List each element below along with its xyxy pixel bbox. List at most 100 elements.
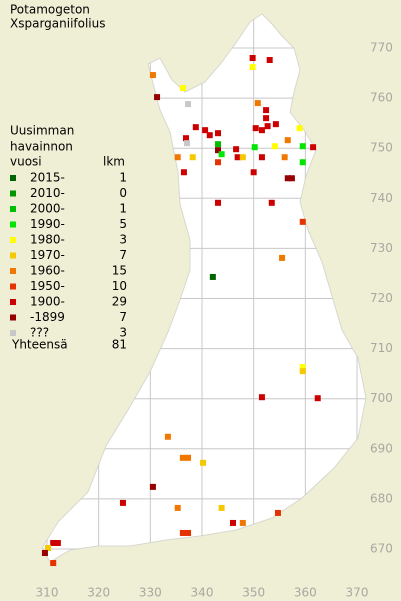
y-tick-label: 730 [370,241,393,255]
record-square [263,115,270,122]
record-square [263,107,270,114]
record-square [299,368,306,375]
legend-swatch [10,283,16,290]
x-tick-label: 340 [191,586,214,600]
legend-title: vuosi [10,155,42,169]
x-tick-label: 330 [139,586,162,600]
record-square [164,433,171,440]
record-square [174,154,181,161]
record-square [200,459,207,466]
y-tick-label: 670 [370,542,393,556]
y-tick-label: 690 [370,441,393,455]
record-square [215,130,222,137]
y-tick-label: 760 [370,91,393,105]
y-tick-label: 680 [370,491,393,505]
record-square [288,175,295,182]
record-square [234,154,241,161]
record-square [268,199,275,206]
record-square [281,154,288,161]
land [41,13,367,563]
record-square [258,394,265,401]
record-square [185,454,192,461]
legend-swatch [10,268,16,274]
legend-swatch [10,175,16,181]
record-square [218,504,225,511]
legend-header: lkm [103,155,125,169]
legend-label: 1990- [30,217,65,231]
title: Xsparganiifolius [10,17,106,31]
record-square [272,121,279,128]
legend-count: 29 [112,295,127,309]
record-square [189,154,196,161]
legend-swatch [10,330,16,336]
record-square [233,146,240,153]
record-square [119,499,126,506]
legend-label: 1980- [30,233,65,247]
record-square [41,550,48,557]
legend-swatch [10,190,16,197]
record-square [264,123,271,130]
record-square [266,57,273,64]
record-square [174,504,181,511]
record-square [284,175,291,182]
record-square [310,144,317,151]
record-square [215,147,222,154]
legend-count: 1 [119,202,127,216]
title: Potamogeton [10,3,90,17]
record-square [192,124,199,131]
legend-count: 15 [112,264,127,278]
legend-title: havainnon [10,140,73,154]
record-square [239,519,246,526]
record-square [284,137,291,144]
record-square [279,254,286,261]
record-square [182,135,189,142]
record-square [249,64,256,71]
legend-label: 1900- [30,295,65,309]
legend-count: 3 [119,233,127,247]
x-tick-label: 310 [36,586,59,600]
record-square [252,125,259,132]
legend-swatch [10,252,16,259]
record-square [180,169,187,176]
legend-count: 7 [119,310,127,324]
y-tick-label: 750 [370,141,393,155]
x-tick-label: 370 [346,586,369,600]
legend-count: 10 [112,279,127,293]
record-square [299,159,306,166]
record-square [258,127,265,134]
record-square [250,169,257,176]
record-square [215,141,222,148]
legend-label: 1960- [30,264,65,278]
legend-swatch [10,221,16,228]
y-tick-label: 770 [370,41,393,55]
record-square [218,151,225,158]
record-square [185,101,192,108]
legend-label: 2015- [30,171,65,185]
legend-label: 2010- [30,186,65,200]
x-tick-label: 360 [294,586,317,600]
x-tick-label: 350 [242,586,265,600]
record-square [185,529,192,536]
record-square [179,454,186,461]
record-square [50,560,57,567]
legend-count: 3 [119,326,127,340]
legend-swatch [10,314,16,321]
record-square [249,55,256,62]
legend-label: 2000- [30,202,65,216]
legend-total: 81 [112,338,127,352]
legend-count: 7 [119,248,127,262]
record-square [254,100,261,107]
record-square [314,395,321,402]
legend-swatch [10,299,16,305]
legend-count: 0 [119,186,127,200]
record-square [299,364,306,371]
y-tick-label: 700 [370,391,393,405]
x-tick-label: 320 [87,586,110,600]
record-square [54,539,61,546]
record-square [184,140,191,147]
record-square [206,132,213,139]
legend-label: 1970- [30,248,65,262]
record-square [202,127,209,134]
legend-label: -1899 [30,310,65,324]
record-square [179,85,186,92]
